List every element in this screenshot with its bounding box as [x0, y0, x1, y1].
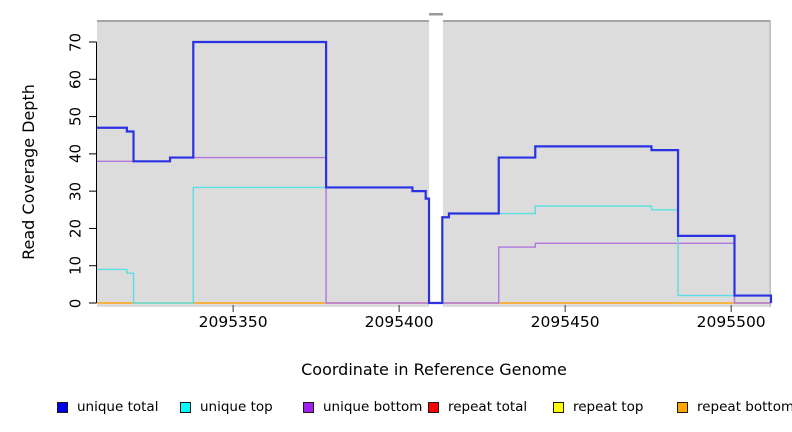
series-line-unique-total — [97, 40, 773, 305]
x-tick-label: 2095500 — [696, 313, 766, 331]
y-tick-label: 70 — [66, 32, 85, 52]
y-axis-title: Read Coverage Depth — [19, 84, 38, 260]
plot-right-edge — [769, 20, 771, 307]
x-tick-label: 2095450 — [530, 313, 600, 331]
masked-gap-top-edge — [429, 13, 443, 16]
masked-gap-region — [429, 13, 443, 307]
x-tick-label: 2095350 — [198, 313, 268, 331]
x-tick-label: 2095400 — [364, 313, 434, 331]
x-axis-title: Coordinate in Reference Genome — [301, 360, 567, 379]
